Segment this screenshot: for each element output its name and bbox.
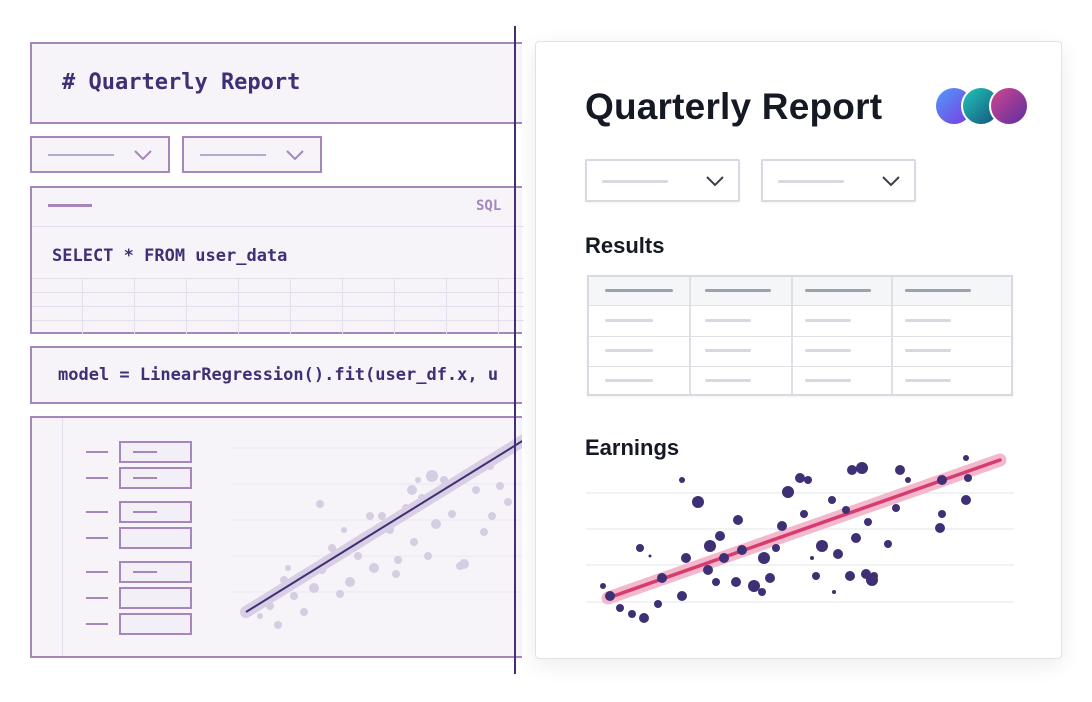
sql-lang-label: SQL: [476, 198, 502, 214]
chevron-down-icon: [882, 176, 900, 187]
markdown-text: # Quarterly Report: [62, 70, 301, 95]
config-input[interactable]: [119, 613, 192, 635]
config-input[interactable]: [119, 501, 192, 523]
table-header-cell: [605, 289, 673, 292]
sql-query-text: SELECT * FROM user_data: [52, 246, 288, 266]
panel-divider: [514, 26, 516, 674]
avatar-magenta: [989, 86, 1029, 126]
notebook-scatter-chart: [232, 434, 522, 629]
chevron-down-icon: [706, 176, 724, 187]
chevron-down-icon: [134, 150, 152, 161]
config-input[interactable]: [119, 441, 192, 463]
python-cell[interactable]: model = LinearRegression().fit(user_df.x…: [30, 346, 522, 404]
config-input[interactable]: [119, 467, 192, 489]
notebook-dropdown-1[interactable]: [30, 136, 170, 173]
page-title: Quarterly Report: [585, 86, 883, 127]
app-dropdown-1[interactable]: [585, 159, 740, 202]
markdown-cell[interactable]: # Quarterly Report: [30, 42, 522, 124]
python-code-text: model = LinearRegression().fit(user_df.x…: [58, 365, 499, 385]
config-input[interactable]: [119, 587, 192, 609]
sql-cell-header-bar: [48, 204, 92, 207]
results-heading: Results: [585, 233, 665, 258]
app-preview-card: Quarterly Report Results: [535, 41, 1062, 659]
earnings-scatter-chart: [586, 453, 1014, 623]
config-input[interactable]: [119, 561, 192, 583]
sql-cell[interactable]: SQL SELECT * FROM user_data: [30, 186, 524, 334]
chart-cell[interactable]: [30, 416, 522, 658]
app-dropdown-2[interactable]: [761, 159, 916, 202]
notebook-panel: # Quarterly Report SQL SELECT * FROM use…: [0, 0, 524, 702]
table-header-cell: [805, 289, 871, 292]
earnings-heading: Earnings: [585, 435, 680, 460]
results-table: [587, 275, 1013, 396]
notebook-dropdown-2[interactable]: [182, 136, 322, 173]
table-header-cell: [705, 289, 771, 292]
sql-result-grid: [32, 278, 524, 334]
chevron-down-icon: [286, 150, 304, 161]
config-input[interactable]: [119, 527, 192, 549]
table-header-cell: [905, 289, 971, 292]
